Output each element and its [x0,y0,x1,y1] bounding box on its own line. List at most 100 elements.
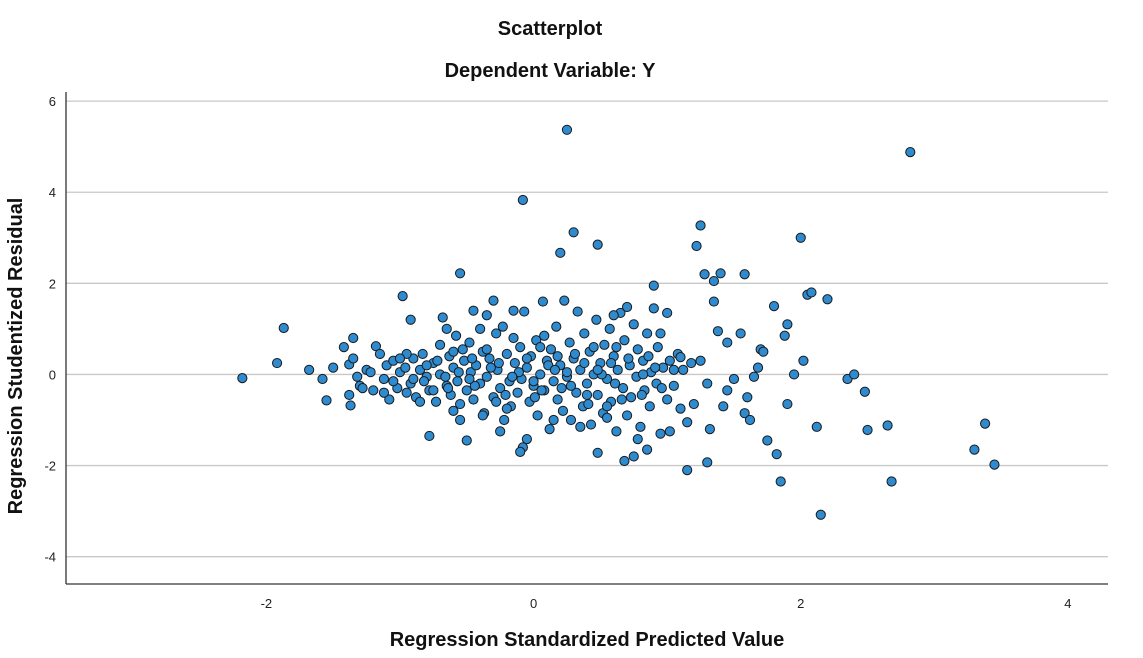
data-point [414,396,426,407]
data-point [655,428,666,439]
y-tick-label: 4 [49,185,56,200]
data-point [969,444,980,455]
data-point [775,476,786,487]
data-point [564,337,575,348]
data-point [374,348,386,360]
data-point [368,385,379,396]
data-point [452,376,463,387]
data-point [579,357,590,369]
x-tick-label: 2 [797,596,804,611]
data-point [397,290,408,302]
data-point [788,369,800,380]
data-point [601,401,613,412]
data-point [648,303,659,314]
data-point [742,392,753,403]
data-point [795,232,806,243]
data-point [454,268,466,279]
data-point [708,275,720,287]
data-point [621,410,633,421]
data-point [859,386,870,397]
data-point [632,344,643,355]
data-point [321,395,332,406]
data-point [365,367,376,378]
data-point [619,455,630,467]
data-point [782,319,793,330]
data-point [822,294,833,305]
data-point [552,351,563,362]
data-point [501,348,512,360]
data-point [601,412,613,423]
data-point [441,323,452,334]
data-point [484,353,495,364]
data-point [591,314,602,325]
x-tick-label: -2 [261,596,273,611]
data-point [468,394,479,405]
data-point [507,371,518,382]
data-point [592,364,603,375]
data-point [735,328,746,339]
data-point [454,398,466,410]
data-point [575,421,586,432]
data-point [497,321,508,332]
data-point [421,360,432,371]
data-point [722,337,733,348]
data-point [417,348,428,360]
data-point [521,353,532,364]
data-point [619,335,630,346]
data-point [695,220,706,231]
y-tick-label: 6 [49,94,56,109]
data-point [682,465,693,476]
data-point [344,389,355,401]
data-point [544,424,555,435]
data-point [271,357,283,369]
data-point [535,369,546,380]
data-point [515,446,526,457]
data-point [434,339,446,350]
data-point [378,373,390,385]
data-point [569,348,581,360]
data-point [636,389,647,401]
data-point [585,419,597,430]
data-point [989,459,1000,470]
data-point [469,380,480,391]
data-point [675,352,686,363]
data-point [782,398,793,410]
data-point [501,403,512,414]
data-point [811,421,822,432]
data-point [648,280,659,291]
data-point [400,362,411,373]
data-point [748,371,760,382]
data-point [488,295,499,306]
data-point [664,426,675,437]
data-point [532,410,543,421]
data-point [688,398,699,410]
y-axis-title: Regression Studentized Residual [5,198,27,515]
data-point [237,372,248,384]
data-point [642,444,653,455]
data-point [450,330,462,341]
data-point [599,339,610,350]
data-point [592,447,603,458]
data-point [762,435,773,446]
data-point [345,400,356,411]
data-point [739,408,750,419]
data-point [428,385,439,396]
data-points [237,124,1000,520]
data-point [611,342,622,353]
data-point [642,328,653,339]
y-tick-label: -2 [44,459,56,474]
y-tick-label: 0 [49,367,56,382]
data-point [495,426,506,437]
data-point [625,392,637,403]
data-point [555,247,566,258]
data-point [508,305,519,316]
data-point [338,342,349,353]
data-point [348,332,359,344]
data-point [583,398,594,410]
x-tick-label: 4 [1064,596,1071,611]
data-point [650,362,661,373]
data-point [728,373,740,385]
data-point [604,323,615,334]
data-point [675,403,686,414]
